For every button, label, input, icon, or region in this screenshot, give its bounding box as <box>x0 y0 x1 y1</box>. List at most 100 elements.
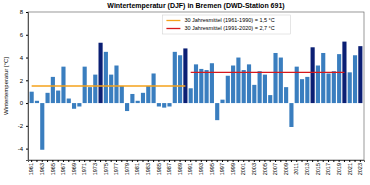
x-tick-mark <box>317 160 318 162</box>
y-tick-label: 2 <box>20 78 24 84</box>
bar <box>247 64 251 103</box>
y-tick: 4 <box>20 55 28 61</box>
bar <box>35 101 39 103</box>
x-tick-mark <box>275 160 276 162</box>
x-tick-mark <box>36 160 37 162</box>
x-tick-label: 1991 <box>187 163 193 175</box>
x-tick-label: 2021 <box>346 163 352 175</box>
x-tick-mark <box>142 160 143 162</box>
x-tick-label: 1977 <box>113 163 119 175</box>
x-tick-mark <box>148 160 149 162</box>
y-tick-mark <box>26 35 28 36</box>
x-tick-mark <box>74 160 75 162</box>
x-tick-mark <box>95 160 96 162</box>
x-tick: 2011 <box>293 160 299 175</box>
legend-box <box>162 15 290 34</box>
bar <box>51 77 55 103</box>
bar <box>99 43 103 103</box>
x-tick-mark <box>296 160 297 162</box>
x-tick-mark <box>355 160 356 162</box>
bar <box>83 67 87 103</box>
y-tick-mark <box>26 149 28 150</box>
x-tick <box>259 160 260 162</box>
bar <box>114 66 118 104</box>
bar <box>205 70 209 103</box>
x-tick <box>164 160 165 162</box>
bar <box>305 77 309 103</box>
x-tick-label: 2003 <box>251 163 257 175</box>
x-tick-mark <box>116 160 117 162</box>
x-tick <box>196 160 197 162</box>
bar <box>136 101 140 103</box>
x-tick-mark <box>227 160 228 162</box>
x-tick-mark <box>121 160 122 162</box>
y-tick-label: 0 <box>20 100 24 106</box>
x-tick-mark <box>84 160 85 162</box>
x-tick-mark <box>323 160 324 162</box>
x-tick: 1989 <box>177 160 183 175</box>
x-tick: 1995 <box>209 160 215 175</box>
y-tick: 0 <box>20 100 28 106</box>
y-tick-mark <box>26 126 28 127</box>
x-tick: 1991 <box>187 160 193 175</box>
bar <box>40 103 44 150</box>
bar <box>30 92 34 103</box>
bar <box>353 55 357 103</box>
x-tick-mark <box>233 160 234 162</box>
bar <box>77 103 81 106</box>
x-tick-mark <box>328 160 329 162</box>
bar <box>258 71 262 103</box>
x-tick-mark <box>238 160 239 162</box>
x-tick-label: 1989 <box>177 163 183 175</box>
legend: 30 Jahresmittel (1961-1990) = 1,5 °C30 J… <box>162 15 290 34</box>
x-tick-label: 1983 <box>145 163 151 175</box>
x-tick-label: 2017 <box>325 163 331 175</box>
bar <box>348 72 352 103</box>
x-tick-mark <box>105 160 106 162</box>
y-axis-title: Wintertemperatur [°C] <box>3 57 9 115</box>
x-tick-mark <box>302 160 303 162</box>
x-tick: 2003 <box>251 160 257 175</box>
bar <box>162 103 166 108</box>
x-tick-mark <box>31 160 32 162</box>
legend-swatch <box>166 20 180 21</box>
x-tick <box>333 160 334 162</box>
x-tick: 1963 <box>39 160 45 175</box>
x-tick <box>280 160 281 162</box>
x-tick-mark <box>201 160 202 162</box>
x-tick <box>47 160 48 162</box>
x-tick: 1977 <box>113 160 119 175</box>
x-tick: 1983 <box>145 160 151 175</box>
bar <box>226 76 230 103</box>
x-tick: 2015 <box>315 160 321 175</box>
x-tick-mark <box>291 160 292 162</box>
x-axis: 1961196319651967196919711973197519771979… <box>28 160 364 175</box>
bar <box>109 75 113 103</box>
plot-area <box>30 42 363 150</box>
x-tick: 1969 <box>71 160 77 175</box>
x-tick <box>36 160 37 162</box>
x-tick: 1967 <box>60 160 66 175</box>
x-tick-mark <box>153 160 154 162</box>
bar <box>125 103 129 111</box>
bar <box>252 85 256 103</box>
y-tick-mark <box>26 58 28 59</box>
bar <box>279 58 283 104</box>
bar <box>67 99 71 104</box>
x-tick-mark <box>249 160 250 162</box>
bar <box>199 69 203 103</box>
x-tick-label: 1997 <box>219 163 225 175</box>
bar <box>141 93 145 103</box>
bar <box>93 75 97 103</box>
y-axis-line <box>26 13 29 161</box>
x-tick: 1993 <box>198 160 204 175</box>
bar <box>61 67 65 103</box>
bar <box>284 87 288 103</box>
x-tick <box>132 160 133 162</box>
x-tick-label: 1971 <box>81 163 87 175</box>
bar <box>231 66 235 104</box>
x-tick <box>89 160 90 162</box>
bar <box>194 64 198 103</box>
bar <box>56 91 60 104</box>
x-tick-label: 2019 <box>336 163 342 175</box>
